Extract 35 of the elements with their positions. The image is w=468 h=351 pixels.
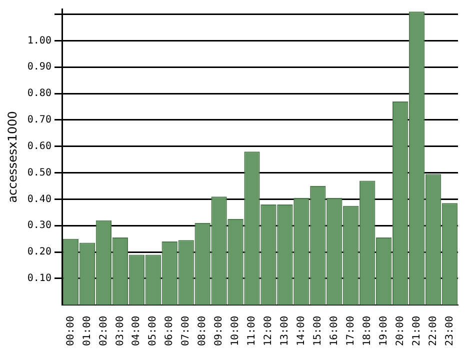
x-tick-label: 09:00 [214,316,225,346]
y-tick-label: 0.20 [27,246,52,258]
x-tick-label: 23:00 [444,316,456,346]
x-tick-label: 19:00 [378,316,390,346]
x-tick-label: 14:00 [296,316,308,346]
x-tick-label: 03:00 [114,316,126,346]
x-tick-label: 12:00 [263,316,274,346]
x-tick-label: 22:00 [428,316,439,346]
x-tick-label: 17:00 [345,316,356,346]
x-tick-label: 11:00 [246,316,258,346]
x-tick-label: 08:00 [197,316,208,346]
y-tick-label: 1.00 [27,35,52,46]
y-tick-label: 0.90 [27,62,52,73]
y-tick-label: 0.40 [27,194,52,205]
x-tick-label: 15:00 [312,316,324,346]
x-tick-label: 06:00 [164,316,176,346]
x-tick-label: 04:00 [131,316,142,346]
x-tick-label: 07:00 [180,316,192,346]
x-tick-label: 18:00 [362,316,373,346]
x-tick-label: 00:00 [65,316,76,346]
y-tick-label: 0.60 [27,140,52,152]
x-tick-label: 02:00 [98,316,110,346]
y-tick-label: 0.70 [27,114,52,126]
y-axis-title: accessesx1000 [5,111,20,203]
y-tick-label: 0.10 [27,273,52,284]
x-tick-label: 10:00 [230,316,242,346]
x-tick-label: 20:00 [394,316,406,346]
x-tick-label: 16:00 [328,316,340,346]
x-tick-label: 01:00 [82,316,93,346]
x-tick-label: 21:00 [411,316,422,346]
y-tick-label: 0.30 [27,220,52,232]
y-tick-label: 0.80 [27,88,52,100]
x-tick-label: 05:00 [148,316,159,346]
x-tick-label: 13:00 [280,316,291,346]
y-tick-label: 0.50 [27,167,52,178]
